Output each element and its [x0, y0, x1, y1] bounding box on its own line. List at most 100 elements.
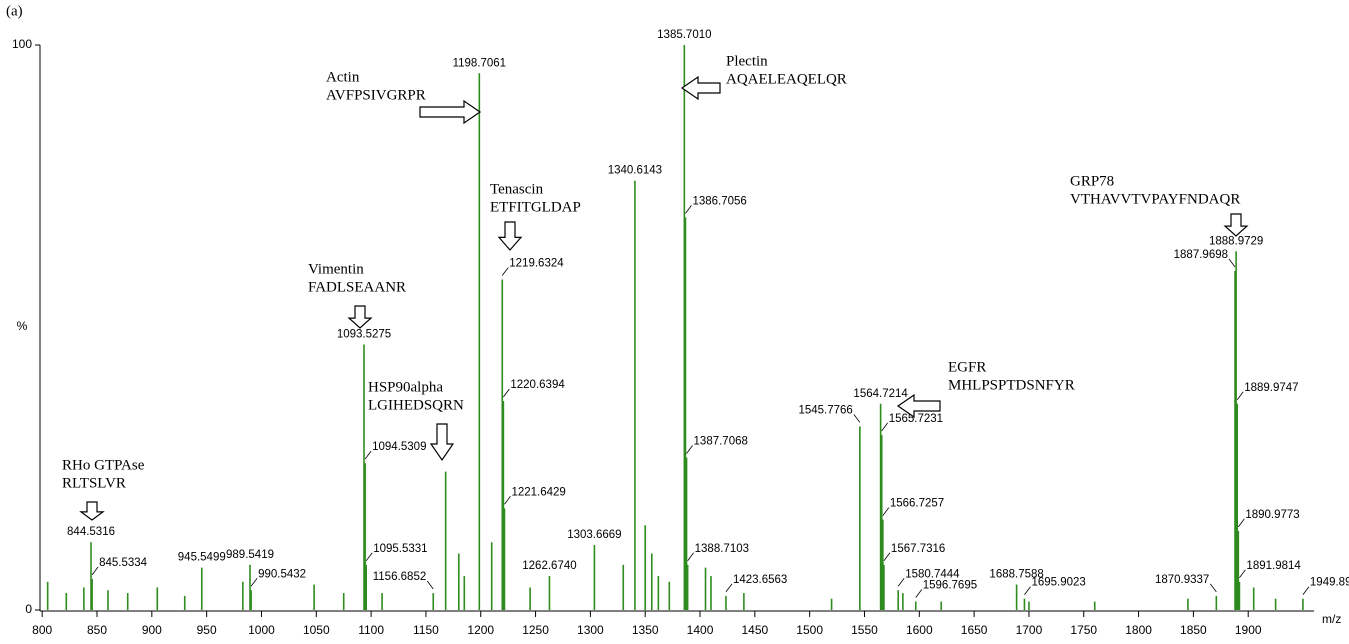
x-tick-label: 1200 [467, 623, 494, 637]
peak-label: 1340.6143 [608, 165, 662, 177]
peak-label: 1564.7214 [853, 388, 908, 400]
annotation-arrow [1223, 213, 1249, 237]
label-leader [853, 414, 861, 423]
x-tick-label: 1400 [687, 623, 714, 637]
annotation-sequence: AVFPSIVGRPR [326, 87, 426, 103]
annotation-name: RHo GTPAse [62, 457, 145, 473]
peak-label: 945.5499 [178, 552, 226, 564]
label-leader [1236, 391, 1244, 401]
annotation-sequence: LGIHEDSQRN [368, 397, 464, 413]
peak-label: 844.5316 [67, 526, 115, 538]
label-leader [501, 267, 509, 276]
annotation-arrow [497, 221, 523, 251]
peak-label: 1565.7231 [889, 413, 943, 425]
peak-label: 1303.6669 [567, 529, 621, 541]
peak-label: 1695.9023 [1031, 577, 1085, 589]
label-leader [365, 552, 373, 562]
annotation-arrow [896, 393, 941, 419]
annotation-sequence: FADLSEAANR [308, 279, 406, 295]
label-leader [883, 552, 891, 562]
peak-label: 1567.7316 [891, 543, 945, 555]
peak-label: 1095.5331 [373, 543, 427, 555]
peak-label: 1198.7061 [453, 57, 507, 69]
annotation-arrow [347, 305, 373, 329]
y-axis-label: % [17, 319, 28, 333]
annotation-arrow [79, 501, 105, 521]
annotation-name: Plectin [726, 53, 768, 69]
peak-label: 1596.7695 [923, 580, 977, 592]
label-leader [897, 577, 905, 587]
peak-label: 1545.7766 [798, 404, 852, 416]
peak-label: 1888.9729 [1209, 235, 1263, 247]
label-leader [725, 583, 733, 593]
x-tick-label: 1250 [522, 623, 549, 637]
label-leader [364, 450, 372, 460]
label-leader [1238, 518, 1245, 528]
panel-label: (a) [6, 3, 23, 19]
peak-label: 1949.8950 [1310, 577, 1349, 589]
label-leader [504, 496, 511, 505]
x-tick-label: 1050 [303, 623, 330, 637]
x-tick-label: 950 [197, 623, 217, 637]
peak-label: 1870.9337 [1155, 574, 1209, 586]
x-tick-label: 1900 [1235, 623, 1262, 637]
peak-label: 989.5419 [226, 549, 274, 561]
x-tick-label: 1450 [741, 623, 768, 637]
label-leader [915, 589, 923, 598]
x-tick-label: 1800 [1125, 623, 1152, 637]
peak-label: 845.5334 [99, 557, 148, 569]
annotation-name: EGFR [948, 359, 986, 375]
peak-label: 1887.9698 [1174, 249, 1228, 261]
x-tick-label: 1750 [1070, 623, 1097, 637]
label-leader [250, 577, 258, 587]
x-tick-label: 1650 [961, 623, 988, 637]
peak-label: 1386.7056 [692, 195, 746, 207]
x-tick-label: 1350 [632, 623, 659, 637]
x-tick-label: 1150 [413, 623, 439, 637]
y-tick-label: 0 [25, 602, 32, 616]
label-leader [881, 422, 889, 432]
x-tick-label: 850 [87, 623, 107, 637]
annotation-name: Tenascin [490, 181, 544, 197]
annotation-arrow [419, 99, 482, 125]
peak-label: 1220.6394 [510, 379, 565, 391]
y-tick-label: 100 [12, 37, 32, 51]
annotation-arrow [680, 75, 721, 101]
peak-label: 1387.7068 [694, 435, 748, 447]
label-leader [685, 205, 692, 214]
label-leader [687, 552, 694, 562]
label-leader [91, 566, 99, 576]
annotation-name: HSP90alpha [368, 379, 443, 395]
peak-label: 1891.9814 [1246, 560, 1301, 572]
x-tick-label: 1000 [248, 623, 275, 637]
label-leader [1210, 583, 1217, 593]
peak-label: 1385.7010 [657, 29, 711, 41]
annotation-sequence: VTHAVVTVPAYFNDAQR [1070, 191, 1240, 207]
x-tick-label: 1550 [851, 623, 878, 637]
peak-label: 1566.7257 [890, 498, 944, 510]
label-leader [1239, 569, 1246, 578]
label-leader [686, 445, 693, 454]
peak-label: 1890.9773 [1245, 509, 1299, 521]
x-tick-label: 1500 [796, 623, 823, 637]
annotation-name: Actin [326, 69, 360, 85]
x-tick-label: 1600 [906, 623, 933, 637]
x-tick-label: 1300 [577, 623, 604, 637]
annotation-sequence: ETFITGLDAP [490, 199, 581, 215]
label-leader [882, 507, 890, 516]
peak-label: 1688.7588 [989, 569, 1043, 581]
x-axis-label: m/z [1322, 612, 1341, 626]
peak-label: 1156.6852 [373, 571, 427, 583]
annotation-sequence: MHLPSPTDSNFYR [948, 377, 1075, 393]
peak-label: 1221.6429 [511, 486, 565, 498]
x-tick-label: 1100 [358, 623, 384, 637]
label-leader [1302, 586, 1310, 595]
annotation-name: Vimentin [308, 261, 364, 277]
x-tick-label: 900 [142, 623, 162, 637]
peak-label: 1219.6324 [509, 258, 564, 270]
peak-label: 1388.7103 [695, 543, 749, 555]
peak-label: 990.5432 [258, 568, 306, 580]
label-leader [426, 580, 434, 590]
peak-label: 1580.7444 [905, 568, 960, 580]
